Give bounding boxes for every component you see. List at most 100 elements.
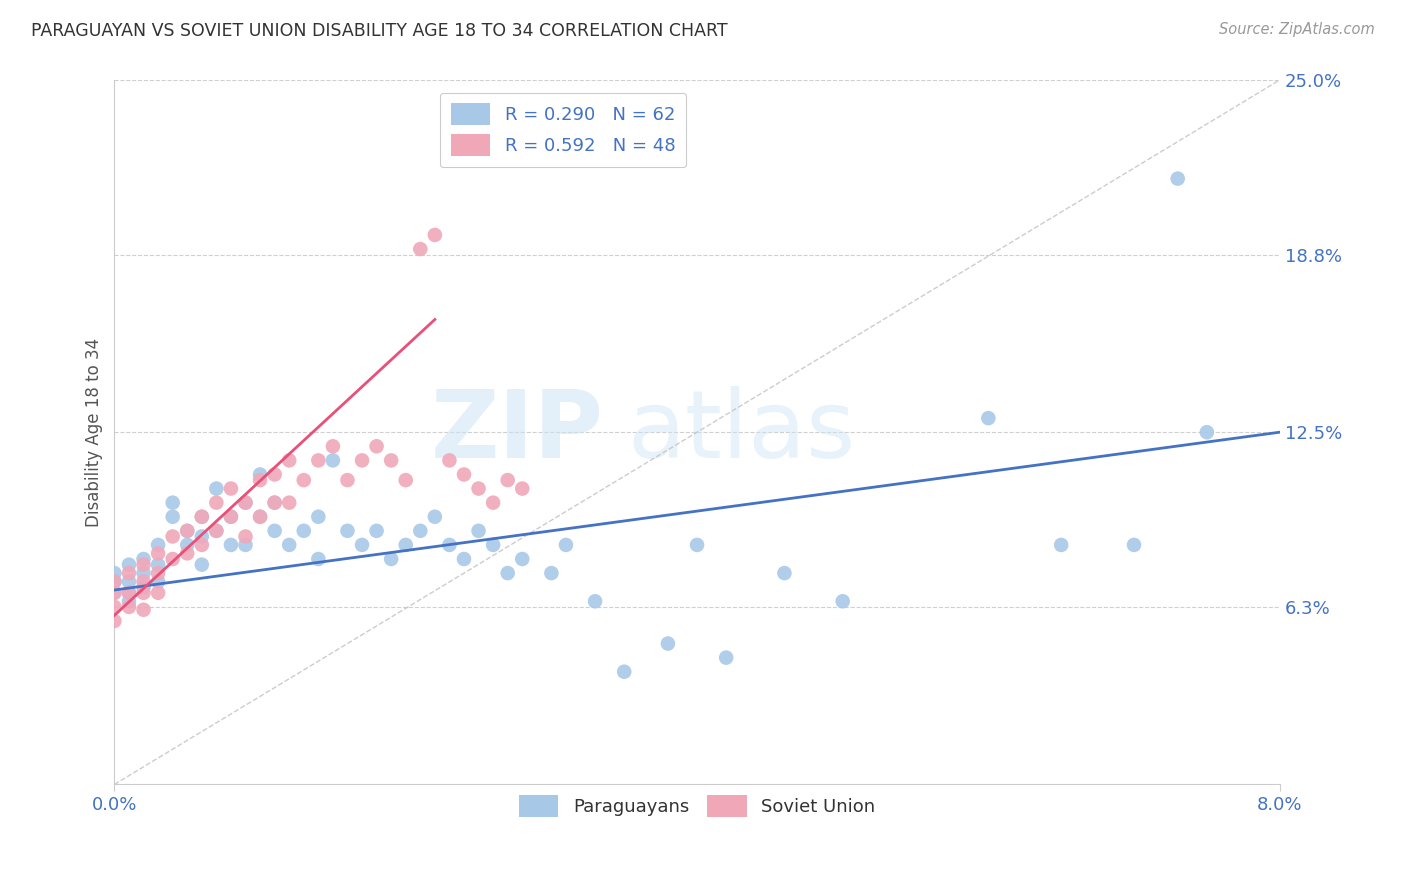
Point	[235, 538, 257, 552]
Point	[249, 509, 271, 524]
Point	[714, 650, 737, 665]
Point	[336, 524, 359, 538]
Point	[1123, 538, 1146, 552]
Point	[409, 524, 432, 538]
Point	[453, 467, 475, 482]
Point	[162, 552, 184, 566]
Point	[176, 546, 198, 560]
Point	[307, 509, 329, 524]
Point	[146, 586, 169, 600]
Point	[176, 524, 198, 538]
Point	[132, 586, 155, 600]
Point	[103, 566, 125, 580]
Point	[176, 524, 198, 538]
Point	[278, 496, 301, 510]
Point	[555, 538, 578, 552]
Point	[263, 467, 285, 482]
Point	[657, 636, 679, 650]
Point	[322, 439, 344, 453]
Point	[278, 538, 301, 552]
Point	[831, 594, 853, 608]
Point	[380, 552, 402, 566]
Point	[583, 594, 606, 608]
Point	[103, 614, 125, 628]
Point	[482, 538, 505, 552]
Point	[103, 586, 125, 600]
Point	[103, 574, 125, 589]
Point	[191, 509, 214, 524]
Text: Source: ZipAtlas.com: Source: ZipAtlas.com	[1219, 22, 1375, 37]
Point	[307, 552, 329, 566]
Point	[439, 538, 461, 552]
Point	[467, 524, 489, 538]
Point	[118, 594, 141, 608]
Point	[453, 552, 475, 566]
Point	[146, 546, 169, 560]
Point	[132, 574, 155, 589]
Point	[205, 524, 228, 538]
Point	[132, 603, 155, 617]
Point	[366, 439, 388, 453]
Point	[205, 524, 228, 538]
Point	[191, 529, 214, 543]
Point	[191, 558, 214, 572]
Point	[118, 599, 141, 614]
Point	[235, 496, 257, 510]
Point	[219, 538, 242, 552]
Point	[510, 552, 533, 566]
Point	[146, 558, 169, 572]
Point	[103, 599, 125, 614]
Point	[263, 496, 285, 510]
Point	[132, 580, 155, 594]
Point	[263, 496, 285, 510]
Point	[103, 574, 125, 589]
Point	[235, 529, 257, 543]
Point	[191, 538, 214, 552]
Legend: Paraguayans, Soviet Union: Paraguayans, Soviet Union	[512, 789, 883, 825]
Point	[162, 529, 184, 543]
Point	[350, 453, 373, 467]
Point	[219, 509, 242, 524]
Point	[176, 538, 198, 552]
Point	[103, 586, 125, 600]
Point	[249, 509, 271, 524]
Point	[350, 538, 373, 552]
Point	[118, 574, 141, 589]
Point	[132, 566, 155, 580]
Point	[191, 509, 214, 524]
Point	[540, 566, 562, 580]
Point	[395, 538, 418, 552]
Point	[510, 482, 533, 496]
Point	[395, 473, 418, 487]
Point	[366, 524, 388, 538]
Point	[118, 566, 141, 580]
Point	[249, 473, 271, 487]
Y-axis label: Disability Age 18 to 34: Disability Age 18 to 34	[86, 338, 103, 527]
Point	[482, 496, 505, 510]
Point	[132, 552, 155, 566]
Point	[219, 482, 242, 496]
Point	[496, 566, 519, 580]
Point	[292, 524, 315, 538]
Point	[146, 566, 169, 580]
Point	[205, 482, 228, 496]
Point	[1167, 171, 1189, 186]
Text: ZIP: ZIP	[432, 386, 603, 478]
Point	[235, 496, 257, 510]
Point	[292, 473, 315, 487]
Point	[423, 509, 446, 524]
Text: atlas: atlas	[627, 386, 855, 478]
Point	[146, 538, 169, 552]
Point	[1050, 538, 1073, 552]
Point	[307, 453, 329, 467]
Point	[336, 473, 359, 487]
Point	[686, 538, 709, 552]
Point	[423, 227, 446, 242]
Point	[380, 453, 402, 467]
Text: PARAGUAYAN VS SOVIET UNION DISABILITY AGE 18 TO 34 CORRELATION CHART: PARAGUAYAN VS SOVIET UNION DISABILITY AG…	[31, 22, 727, 40]
Point	[977, 411, 1000, 425]
Point	[263, 524, 285, 538]
Point	[467, 482, 489, 496]
Point	[146, 574, 169, 589]
Point	[162, 509, 184, 524]
